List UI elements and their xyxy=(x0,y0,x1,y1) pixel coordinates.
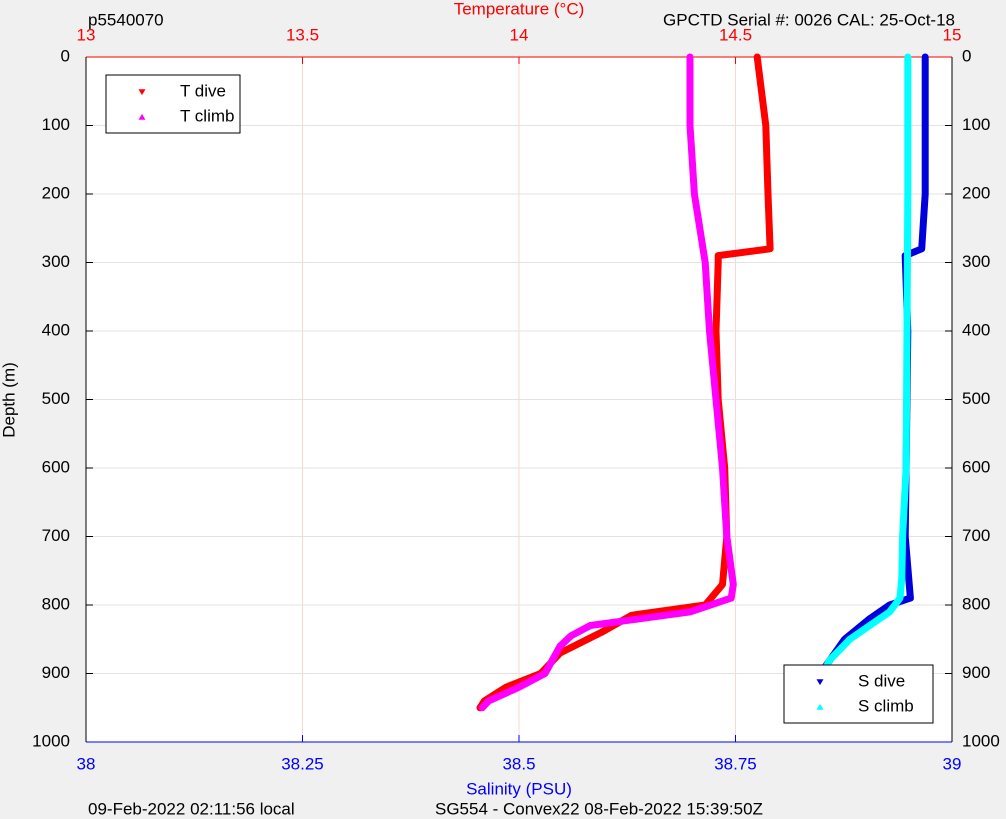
y-tick-label: 100 xyxy=(42,115,70,134)
footer-right: SG554 - Convex22 08-Feb-2022 15:39:50Z xyxy=(435,799,763,818)
x2-tick-label: 38.5 xyxy=(502,754,535,773)
y-tick-label: 900 xyxy=(42,663,70,682)
legend-marker xyxy=(138,113,146,120)
y2-tick-label: 900 xyxy=(962,663,990,682)
y2-tick-label: 700 xyxy=(962,526,990,545)
legend-marker xyxy=(816,679,824,686)
x-tick-label: 13.5 xyxy=(286,25,319,44)
series-trace xyxy=(478,53,737,712)
legend-label: T dive xyxy=(180,81,226,100)
y-tick-label: 800 xyxy=(42,594,70,613)
legend-marker xyxy=(138,89,146,96)
legend-label: T climb xyxy=(180,106,234,125)
y-tick-label: 700 xyxy=(42,526,70,545)
x2-tick-label: 38.75 xyxy=(714,754,757,773)
y2-tick-label: 1000 xyxy=(962,731,1000,750)
y2-tick-label: 500 xyxy=(962,389,990,408)
y-axis-label: Depth (m) xyxy=(0,362,18,438)
top-right-text: GPCTD Serial #: 0026 CAL: 25-Oct-18 xyxy=(663,10,955,29)
y2-tick-label: 300 xyxy=(962,252,990,271)
x-tick-label: 14 xyxy=(510,25,529,44)
legend-box xyxy=(105,74,241,134)
y2-tick-label: 600 xyxy=(962,457,990,476)
footer-left: 09-Feb-2022 02:11:56 local xyxy=(88,799,295,818)
y2-tick-label: 0 xyxy=(962,46,971,65)
legend-marker xyxy=(816,703,824,710)
x2-axis-label: Salinity (PSU) xyxy=(466,779,572,798)
legend-label: S dive xyxy=(858,671,905,690)
top-left-text: p5540070 xyxy=(88,10,164,29)
x-tick-label: 14.5 xyxy=(719,25,752,44)
chart-title: Temperature (°C) xyxy=(454,0,585,18)
x-tick-label: 15 xyxy=(943,25,962,44)
y-tick-label: 300 xyxy=(42,252,70,271)
y-tick-label: 500 xyxy=(42,389,70,408)
y-tick-label: 400 xyxy=(42,320,70,339)
legend-label: S climb xyxy=(858,696,914,715)
y2-tick-label: 800 xyxy=(962,594,990,613)
y2-tick-label: 400 xyxy=(962,320,990,339)
x2-tick-label: 39 xyxy=(943,754,962,773)
x-tick-label: 13 xyxy=(77,25,96,44)
y-tick-label: 0 xyxy=(61,46,70,65)
series-trace xyxy=(798,53,912,712)
y-tick-label: 600 xyxy=(42,457,70,476)
y2-tick-label: 200 xyxy=(962,183,990,202)
y-tick-label: 200 xyxy=(42,183,70,202)
legend-box xyxy=(783,664,934,724)
x2-tick-label: 38 xyxy=(77,754,96,773)
x2-tick-label: 38.25 xyxy=(281,754,324,773)
y2-tick-label: 100 xyxy=(962,115,990,134)
y-tick-label: 1000 xyxy=(32,731,70,750)
